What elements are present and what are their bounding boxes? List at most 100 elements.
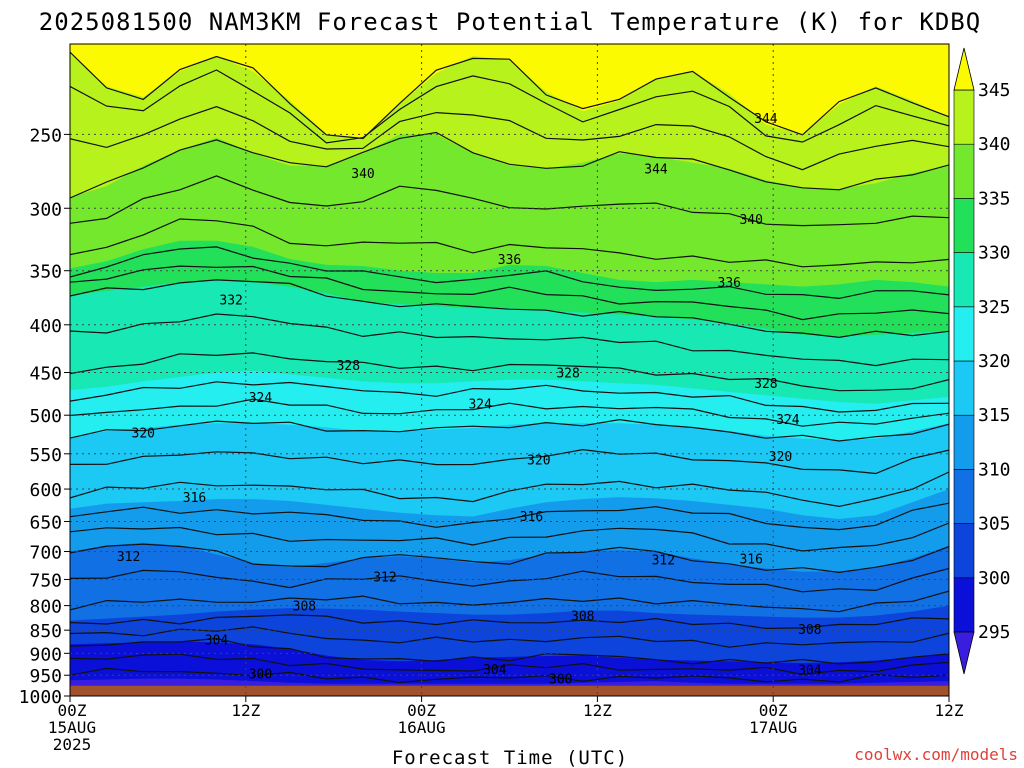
y-tick-800: 800 xyxy=(29,597,62,618)
colorbar-band-300 xyxy=(953,523,975,579)
y-tick-250: 250 xyxy=(29,125,62,146)
x-tick-12-0: 12Z xyxy=(231,701,260,720)
contour-336 xyxy=(70,218,949,268)
y-tick-650: 650 xyxy=(29,512,62,533)
colorbar-tick-310: 310 xyxy=(978,459,1011,480)
contour-322 xyxy=(70,398,949,427)
colorbar-tick-305: 305 xyxy=(978,514,1011,535)
y-tick-700: 700 xyxy=(29,543,62,564)
colorbar-band-315 xyxy=(953,360,975,416)
colorbar-tick-340: 340 xyxy=(978,134,1011,155)
x-tick-24-1: 16AUG xyxy=(398,718,446,737)
contour-label-10: 324 xyxy=(249,391,273,406)
colorbar-tick-315: 315 xyxy=(978,405,1011,426)
colorbar-tick-330: 330 xyxy=(978,243,1011,264)
contour-label-26: 304 xyxy=(483,663,507,678)
colorbar-band-325 xyxy=(953,252,975,308)
y-axis: 2503003504004505005506006507007508008509… xyxy=(19,125,70,708)
contour-label-8: 328 xyxy=(556,367,579,382)
contour-label-11: 324 xyxy=(468,398,492,413)
x-tick-48-0: 00Z xyxy=(759,701,788,720)
colorbar: 295 300 305 310 315 320 325 330 335 340 345 xyxy=(953,47,1011,675)
chart-title: 2025081500 NAM3KM Forecast Potential Tem… xyxy=(39,8,981,36)
contour-326 xyxy=(70,352,949,392)
colorbar-band-295 xyxy=(953,577,975,633)
contour-label-18: 316 xyxy=(739,552,762,567)
contour-label-24: 308 xyxy=(798,623,821,638)
ground-fill xyxy=(70,685,949,696)
plot-frame xyxy=(69,43,950,697)
contour-332 xyxy=(70,265,949,321)
contour-label-4: 336 xyxy=(498,253,521,268)
y-tick-400: 400 xyxy=(29,316,62,337)
contour-296 xyxy=(70,667,949,684)
contour-label-27: 304 xyxy=(798,664,822,679)
contour-label-28: 300 xyxy=(249,668,272,683)
contour-label-12: 324 xyxy=(776,413,800,428)
colorbar-band-320 xyxy=(953,306,975,362)
contour-342 xyxy=(70,106,949,171)
colorbar-band-305 xyxy=(953,469,975,524)
contour-312 xyxy=(70,522,949,552)
x-tick-60-0: 12Z xyxy=(935,701,964,720)
contour-label-16: 316 xyxy=(183,491,206,506)
contour-302 xyxy=(70,626,949,648)
colorbar-tick-345: 345 xyxy=(978,80,1011,101)
colorbar-tick-335: 335 xyxy=(978,188,1011,209)
y-tick-1000: 1000 xyxy=(19,687,62,708)
x-tick-24-0: 00Z xyxy=(407,701,436,720)
contour-306 xyxy=(70,590,949,613)
contour-label-7: 328 xyxy=(337,359,360,374)
contour-label-29: 300 xyxy=(549,673,572,688)
watermark: coolwx.com/models xyxy=(854,745,1018,764)
contour-label-23: 308 xyxy=(571,610,594,625)
contour-label-15: 320 xyxy=(769,450,792,465)
contour-328 xyxy=(70,313,949,367)
temperature-bands xyxy=(70,44,949,696)
contour-334 xyxy=(70,246,949,300)
x-tick-0-0: 00Z xyxy=(58,701,87,720)
contour-label-9: 328 xyxy=(754,377,777,392)
contour-label-0: 344 xyxy=(754,112,778,127)
isentrope-contours xyxy=(70,51,949,684)
x-axis-label: Forecast Time (UTC) xyxy=(392,747,628,768)
contour-labels: 344 344 340 340 336 336 332 328 328 328 324 324 324 3… xyxy=(117,112,822,688)
contour-label-2: 340 xyxy=(351,167,374,182)
contour-316 xyxy=(70,471,949,508)
y-tick-900: 900 xyxy=(29,644,62,665)
contour-label-17: 316 xyxy=(520,510,543,525)
colorbar-band-330 xyxy=(953,198,975,253)
y-tick-350: 350 xyxy=(29,262,62,283)
band-345 xyxy=(70,44,949,138)
contour-338 xyxy=(70,175,949,227)
y-tick-450: 450 xyxy=(29,364,62,385)
colorbar-band-335 xyxy=(953,143,975,199)
contour-label-25: 304 xyxy=(205,634,229,649)
y-tick-300: 300 xyxy=(29,199,62,220)
contour-340 xyxy=(70,131,949,199)
x-tick-0-2: 2025 xyxy=(53,735,92,754)
colorbar-tick-300: 300 xyxy=(978,568,1011,589)
contour-label-3: 340 xyxy=(739,213,762,228)
colorbar-tick-320: 320 xyxy=(978,351,1011,372)
contour-308 xyxy=(70,567,949,593)
colorbar-arrow-top xyxy=(953,47,975,91)
contour-344 xyxy=(70,69,949,144)
contour-label-14: 320 xyxy=(527,454,550,469)
x-tick-0-1: 15AUG xyxy=(48,718,96,737)
y-tick-850: 850 xyxy=(29,621,62,642)
y-tick-750: 750 xyxy=(29,570,62,591)
contour-330 xyxy=(70,279,949,339)
contour-label-5: 336 xyxy=(718,276,741,291)
colorbar-tick-325: 325 xyxy=(978,297,1011,318)
contour-label-13: 320 xyxy=(132,427,155,442)
colorbar-tick-295: 295 xyxy=(978,622,1011,643)
contour-label-22: 308 xyxy=(293,600,316,615)
contour-label-21: 312 xyxy=(652,554,675,569)
y-tick-550: 550 xyxy=(29,445,62,466)
contour-304 xyxy=(70,614,949,630)
colorbar-band-340 xyxy=(953,89,975,145)
contour-300 xyxy=(70,637,949,665)
